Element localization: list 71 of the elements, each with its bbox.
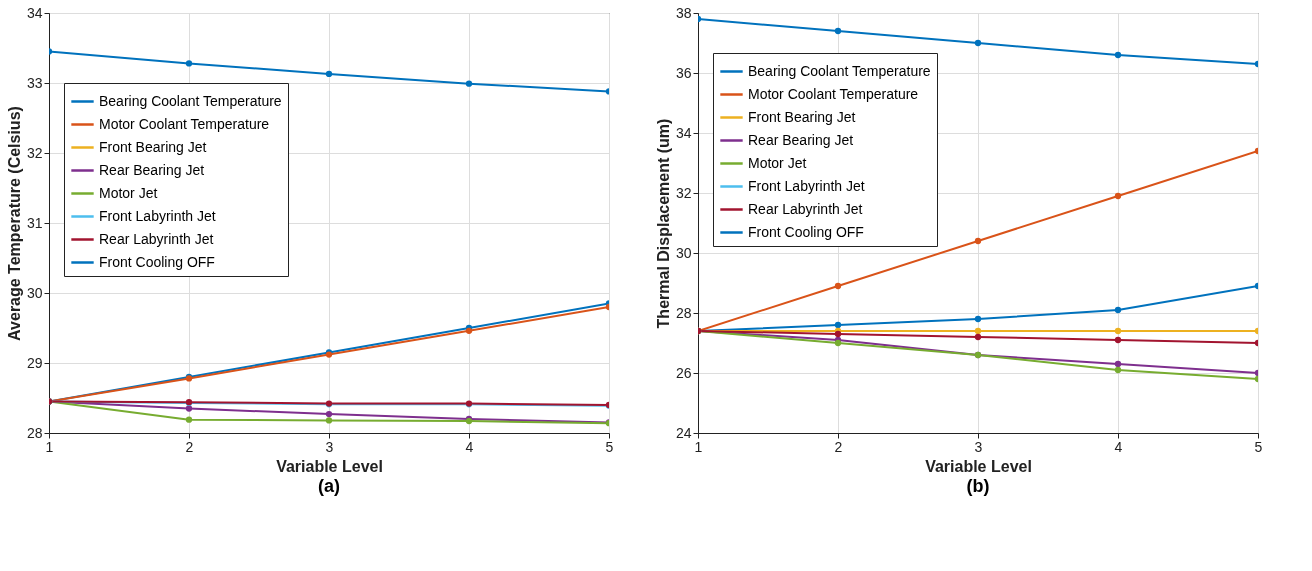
legend-label: Motor Coolant Temperature <box>99 115 270 132</box>
point <box>1114 192 1122 200</box>
y-tick-label: 31 <box>26 214 43 231</box>
line-series <box>698 327 1258 347</box>
point <box>325 70 333 78</box>
point <box>185 405 193 412</box>
legend-label: Front Bearing Jet <box>99 138 207 155</box>
point <box>974 333 982 341</box>
y-tick-label: 28 <box>675 304 692 321</box>
point <box>834 282 842 290</box>
x-tick-label: 2 <box>834 438 843 455</box>
legend-label: Rear Bearing Jet <box>748 131 854 148</box>
x-tick-label: 3 <box>974 438 983 455</box>
point <box>185 60 193 67</box>
legend-label: Motor Jet <box>748 154 807 171</box>
x-tick-label: 5 <box>605 438 614 455</box>
point <box>974 39 982 47</box>
point <box>185 416 193 423</box>
x-tick-label: 3 <box>325 438 334 455</box>
point <box>834 27 842 35</box>
x-axis-title: Variable Level <box>276 457 383 475</box>
point <box>465 80 473 87</box>
legend-label: Rear Labyrinth Jet <box>99 230 214 247</box>
point <box>974 315 982 323</box>
point <box>1114 51 1122 59</box>
legend-label: Bearing Coolant Temperature <box>748 62 931 79</box>
point <box>1114 327 1122 335</box>
legend-label: Front Labyrinth Jet <box>99 207 216 224</box>
point <box>1114 366 1122 374</box>
y-axis-title: Average Temperature (Celsius) <box>5 106 23 341</box>
point <box>974 237 982 245</box>
legend-label: Motor Jet <box>99 184 158 201</box>
text: (b) <box>966 476 990 496</box>
legend-label: Rear Labyrinth Jet <box>748 200 863 217</box>
y-axis-title: Thermal Displacement (um) <box>654 118 672 329</box>
x-tick-label: 4 <box>465 438 474 455</box>
y-tick-label: 28 <box>26 424 43 441</box>
y-tick-label: 34 <box>675 124 692 141</box>
legend-label: Front Bearing Jet <box>748 108 856 125</box>
y-tick-label: 24 <box>675 424 692 441</box>
legend-label: Bearing Coolant Temperature <box>99 92 282 109</box>
point <box>325 410 333 418</box>
x-tick-label: 1 <box>694 438 703 455</box>
legend-label: Front Labyrinth Jet <box>748 177 865 194</box>
text: (a) <box>318 476 340 496</box>
legend-label: Rear Bearing Jet <box>99 161 205 178</box>
legend-label: Front Cooling OFF <box>748 223 864 240</box>
point <box>1114 360 1122 368</box>
point <box>1114 306 1122 314</box>
x-tick-label: 4 <box>1114 438 1123 455</box>
y-tick-label: 30 <box>675 244 692 261</box>
line-series <box>49 48 609 95</box>
y-tick-label: 34 <box>26 4 43 21</box>
x-axis-title: Variable Level <box>925 457 1032 475</box>
x-tick-label: 5 <box>1254 438 1263 455</box>
point <box>325 417 333 424</box>
y-tick-label: 30 <box>26 284 43 301</box>
point <box>974 327 982 335</box>
legend-label: Motor Coolant Temperature <box>748 85 919 102</box>
y-tick-label: 38 <box>675 4 692 21</box>
point <box>834 321 842 329</box>
y-tick-label: 36 <box>675 64 692 81</box>
y-tick-label: 32 <box>26 144 43 161</box>
y-tick-label: 32 <box>675 184 692 201</box>
x-tick-label: 1 <box>45 438 54 455</box>
x-tick-label: 2 <box>185 438 194 455</box>
point <box>1114 336 1122 344</box>
legend-label: Front Cooling OFF <box>99 253 215 270</box>
y-tick-label: 33 <box>26 74 43 91</box>
y-tick-label: 26 <box>675 364 692 381</box>
y-tick-label: 29 <box>26 354 43 371</box>
